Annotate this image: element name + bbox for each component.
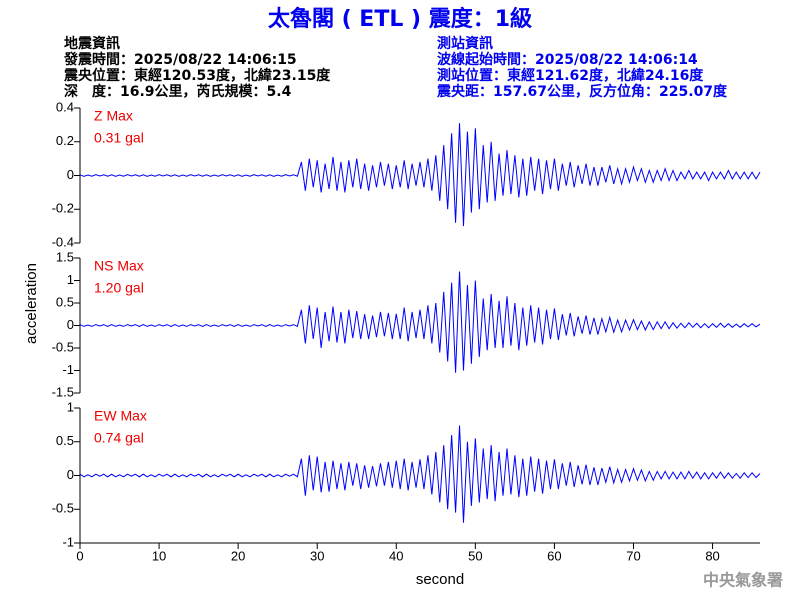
info-left: 發震時間：2025/08/22 14:06:15	[63, 51, 297, 68]
info-left: 地震資訊	[64, 35, 120, 52]
x-tick-label: 40	[389, 548, 403, 563]
y-axis-label: acceleration	[23, 263, 40, 344]
y-tick-label: -1.5	[52, 384, 74, 399]
info-right: 波線起始時間：2025/08/22 14:06:14	[437, 51, 698, 68]
x-tick-label: 80	[705, 548, 719, 563]
x-axis-label: second	[416, 571, 464, 588]
y-tick-label: 0	[67, 317, 74, 332]
y-tick-label: -1	[62, 534, 74, 549]
waveform	[79, 271, 761, 373]
y-tick-label: 0.2	[56, 133, 74, 148]
x-tick-label: 30	[310, 548, 324, 563]
panel-annotation: 0.74 gal	[94, 430, 144, 446]
y-tick-label: 0.5	[56, 433, 74, 448]
info-right: 震央距：157.67公里，反方位角：225.07度	[436, 83, 728, 100]
x-tick-label: 60	[547, 548, 561, 563]
panel-annotation: 0.31 gal	[94, 130, 144, 146]
y-tick-label: -0.4	[52, 234, 74, 249]
y-tick-label: -1	[62, 362, 74, 377]
panel-label: EW Max	[94, 408, 147, 424]
info-left: 深 度：16.9公里，芮氏規模：5.4	[64, 83, 292, 100]
y-tick-label: -0.5	[52, 339, 74, 354]
x-tick-label: 0	[76, 548, 83, 563]
waveform	[79, 425, 761, 523]
panel-label: NS Max	[94, 258, 144, 274]
x-tick-label: 50	[468, 548, 482, 563]
info-right: 測站位置：東經121.62度，北緯24.16度	[437, 67, 704, 84]
panel-label: Z Max	[94, 108, 133, 124]
x-tick-label: 10	[152, 548, 166, 563]
x-tick-label: 20	[231, 548, 245, 563]
y-tick-label: 0	[67, 167, 74, 182]
info-right: 測站資訊	[437, 35, 493, 52]
footer: 中央氣象署	[703, 571, 783, 590]
title: 太魯閣 ( ETL ) 震度：1級	[268, 6, 532, 32]
y-tick-label: 0.5	[56, 294, 74, 309]
y-tick-label: 1.5	[56, 249, 74, 264]
info-left: 震央位置：東經120.53度，北緯23.15度	[63, 67, 331, 84]
panel-annotation: 1.20 gal	[94, 280, 144, 296]
y-tick-label: 0.4	[56, 99, 74, 114]
y-tick-label: -0.2	[52, 201, 74, 216]
waveform	[79, 123, 761, 227]
y-tick-label: 1	[67, 399, 74, 414]
x-tick-label: 70	[626, 548, 640, 563]
y-tick-label: 1	[67, 272, 74, 287]
y-tick-label: 0	[67, 467, 74, 482]
y-tick-label: -0.5	[52, 501, 74, 516]
